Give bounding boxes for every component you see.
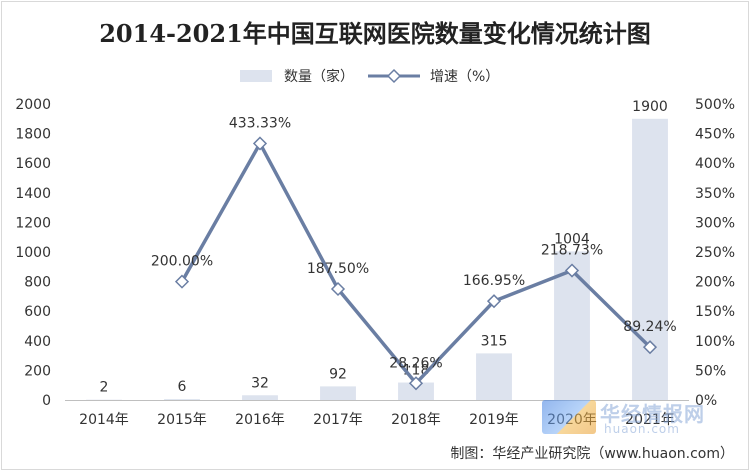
legend-marker-line: [388, 70, 400, 82]
bar-value-label: 1900: [632, 99, 668, 115]
y-left-tick-label: 0: [42, 393, 51, 409]
y-left-tick-label: 1600: [15, 156, 51, 172]
x-tick-label: 2019年: [469, 412, 519, 428]
y-left-tick-label: 1800: [15, 127, 51, 143]
y-right-tick-label: 350%: [695, 186, 735, 202]
line-value-label: 166.95%: [463, 273, 525, 289]
y-left-tick-label: 1200: [15, 215, 51, 231]
y-right-tick-label: 400%: [695, 156, 735, 172]
y-right-tick-label: 50%: [695, 363, 726, 379]
x-tick-label: 2016年: [235, 412, 285, 428]
bar: [320, 386, 356, 400]
watermark-logo-icon: [542, 400, 596, 434]
line-value-label: 28.26%: [389, 355, 442, 371]
bar-value-label: 6: [178, 379, 187, 395]
bar-value-label: 315: [481, 333, 508, 349]
source-note: 制图：华经产业研究院（www.huaon.com）: [450, 443, 734, 463]
line-value-label: 433.33%: [229, 115, 291, 131]
y-right-tick-label: 150%: [695, 304, 735, 320]
legend-label-line: 增速（%）: [430, 69, 499, 85]
legend-swatch-bar: [240, 70, 272, 82]
y-left-tick-label: 2000: [15, 97, 51, 113]
y-right-tick-label: 500%: [695, 97, 735, 113]
bar-value-label: 2: [100, 380, 109, 396]
x-tick-label: 2015年: [157, 412, 207, 428]
y-left-tick-label: 1400: [15, 186, 51, 202]
watermark: 华经情报网 huaon.com: [542, 398, 738, 438]
bar: [632, 119, 668, 400]
y-left-tick-label: 1000: [15, 245, 51, 261]
watermark-url: huaon.com: [604, 422, 680, 436]
y-left-tick-label: 600: [24, 304, 51, 320]
line-value-label: 89.24%: [623, 319, 676, 335]
y-right-tick-label: 450%: [695, 127, 735, 143]
x-tick-label: 2014年: [79, 412, 129, 428]
y-left-tick-label: 800: [24, 275, 51, 291]
bar-value-label: 92: [329, 366, 347, 382]
bar-value-label: 32: [251, 375, 269, 391]
line-value-label: 200.00%: [151, 254, 213, 270]
y-left-tick-label: 400: [24, 334, 51, 350]
y-right-tick-label: 250%: [695, 245, 735, 261]
line-value-label: 187.50%: [307, 261, 369, 277]
bar: [242, 395, 278, 400]
y-left-tick-label: 200: [24, 363, 51, 379]
y-right-tick-label: 200%: [695, 275, 735, 291]
x-tick-label: 2018年: [391, 412, 441, 428]
y-right-tick-label: 300%: [695, 215, 735, 231]
legend-label-bar: 数量（家）: [284, 68, 354, 85]
bar: [164, 399, 200, 400]
x-tick-label: 2017年: [313, 412, 363, 428]
y-right-tick-label: 100%: [695, 334, 735, 350]
line-value-label: 218.73%: [541, 243, 603, 259]
bar: [476, 353, 512, 400]
